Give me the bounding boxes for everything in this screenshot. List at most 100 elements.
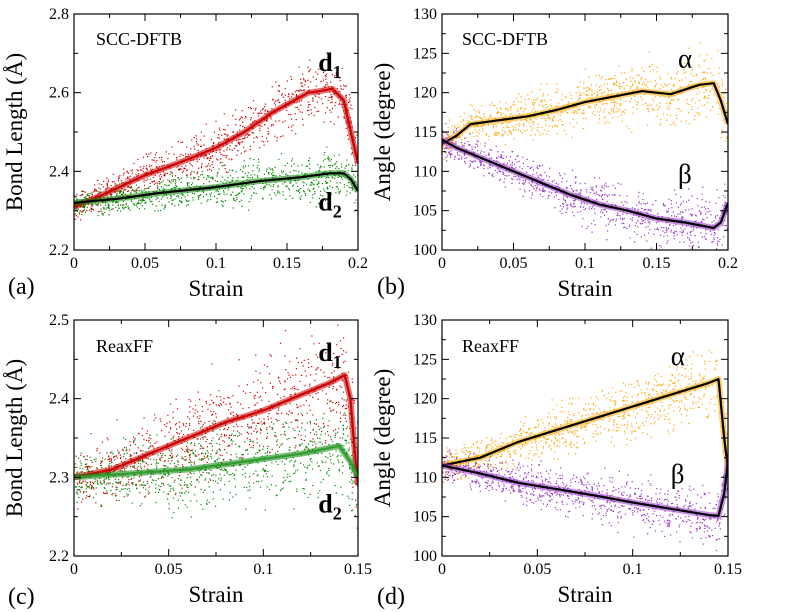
- scatter-point: [143, 465, 146, 468]
- scatter-point: [471, 118, 473, 120]
- scatter-point: [353, 482, 355, 484]
- scatter-point: [571, 187, 573, 190]
- scatter-point: [97, 179, 99, 181]
- scatter-point: [274, 435, 276, 437]
- scatter-point: [579, 108, 581, 110]
- scatter-point: [118, 481, 120, 483]
- scatter-point: [187, 204, 189, 206]
- scatter-point: [287, 378, 289, 380]
- scatter-point: [561, 111, 563, 113]
- scatter-point: [227, 189, 229, 191]
- scatter-point: [307, 188, 309, 190]
- scatter-point: [526, 158, 528, 160]
- scatter-point: [114, 493, 116, 495]
- scatter-point: [705, 229, 707, 231]
- scatter-point: [250, 197, 252, 200]
- scatter-point: [240, 199, 242, 201]
- scatter-point: [180, 430, 182, 432]
- scatter-point: [155, 182, 157, 184]
- scatter-point: [639, 222, 641, 224]
- scatter-point: [107, 458, 109, 461]
- scatter-point: [277, 90, 279, 92]
- scatter-point: [206, 194, 208, 196]
- scatter-point: [307, 86, 309, 88]
- scatter-point: [295, 374, 297, 376]
- scatter-point: [222, 440, 224, 442]
- scatter-point: [535, 172, 538, 174]
- scatter-point: [696, 227, 698, 229]
- scatter-point: [478, 110, 480, 112]
- scatter-point: [135, 484, 137, 486]
- scatter-point: [190, 500, 192, 502]
- scatter-point: [120, 456, 122, 458]
- scatter-point: [237, 193, 239, 195]
- scatter-point: [307, 366, 310, 369]
- scatter-point: [85, 463, 87, 465]
- scatter-point: [257, 176, 259, 178]
- scatter-point: [212, 161, 214, 163]
- scatter-point: [662, 204, 664, 206]
- scatter-point: [130, 477, 133, 479]
- scatter-point: [119, 190, 121, 192]
- scatter-point: [301, 111, 303, 113]
- scatter-point: [137, 187, 139, 189]
- scatter-point: [331, 108, 334, 110]
- scatter-point: [326, 188, 328, 190]
- y-axis-label: Angle (degree): [370, 63, 395, 202]
- scatter-point: [244, 185, 246, 188]
- scatter-point: [90, 486, 92, 488]
- scatter-point: [232, 131, 234, 133]
- scatter-point: [322, 461, 324, 464]
- scatter-point: [324, 180, 326, 182]
- scatter-point: [115, 206, 117, 208]
- scatter-point: [442, 130, 444, 132]
- scatter-point: [467, 141, 469, 143]
- scatter-point: [251, 419, 253, 421]
- scatter-point: [202, 471, 204, 473]
- scatter-point: [504, 186, 506, 188]
- scatter-point: [320, 194, 322, 196]
- scatter-point: [167, 466, 169, 468]
- scatter-point: [162, 196, 164, 198]
- scatter-point: [196, 416, 198, 418]
- scatter-point: [223, 190, 225, 192]
- scatter-point: [158, 485, 160, 487]
- scatter-point: [630, 80, 632, 82]
- scatter-point: [183, 167, 185, 169]
- scatter-point: [535, 184, 537, 187]
- scatter-point: [243, 146, 245, 148]
- scatter-point: [200, 445, 202, 447]
- scatter-point: [231, 158, 233, 160]
- scatter-point: [245, 165, 247, 167]
- scatter-point: [688, 61, 690, 63]
- scatter-point: [617, 116, 619, 118]
- scatter-point: [719, 107, 721, 109]
- scatter-point: [461, 158, 463, 160]
- scatter-point: [201, 165, 203, 167]
- scatter-point: [225, 133, 227, 135]
- scatter-point: [716, 243, 718, 245]
- scatter-point: [568, 101, 570, 103]
- scatter-point: [160, 452, 162, 455]
- scatter-point: [462, 119, 464, 121]
- scatter-point: [138, 190, 140, 192]
- scatter-point: [567, 207, 569, 209]
- scatter-point: [246, 437, 248, 440]
- scatter-point: [700, 232, 702, 234]
- scatter-point: [704, 97, 706, 99]
- scatter-point: [171, 188, 173, 190]
- scatter-point: [332, 388, 334, 390]
- scatter-point: [649, 229, 651, 231]
- scatter-point: [305, 375, 307, 377]
- scatter-point: [636, 204, 638, 206]
- scatter-point: [122, 207, 124, 209]
- scatter-point: [272, 385, 274, 388]
- scatter-point: [584, 68, 586, 70]
- scatter-point: [613, 218, 615, 221]
- scatter-point: [209, 442, 211, 445]
- scatter-point: [84, 205, 86, 207]
- scatter-point: [84, 466, 86, 468]
- scatter-point: [130, 444, 132, 446]
- scatter-point: [322, 79, 324, 81]
- scatter-point: [315, 393, 317, 395]
